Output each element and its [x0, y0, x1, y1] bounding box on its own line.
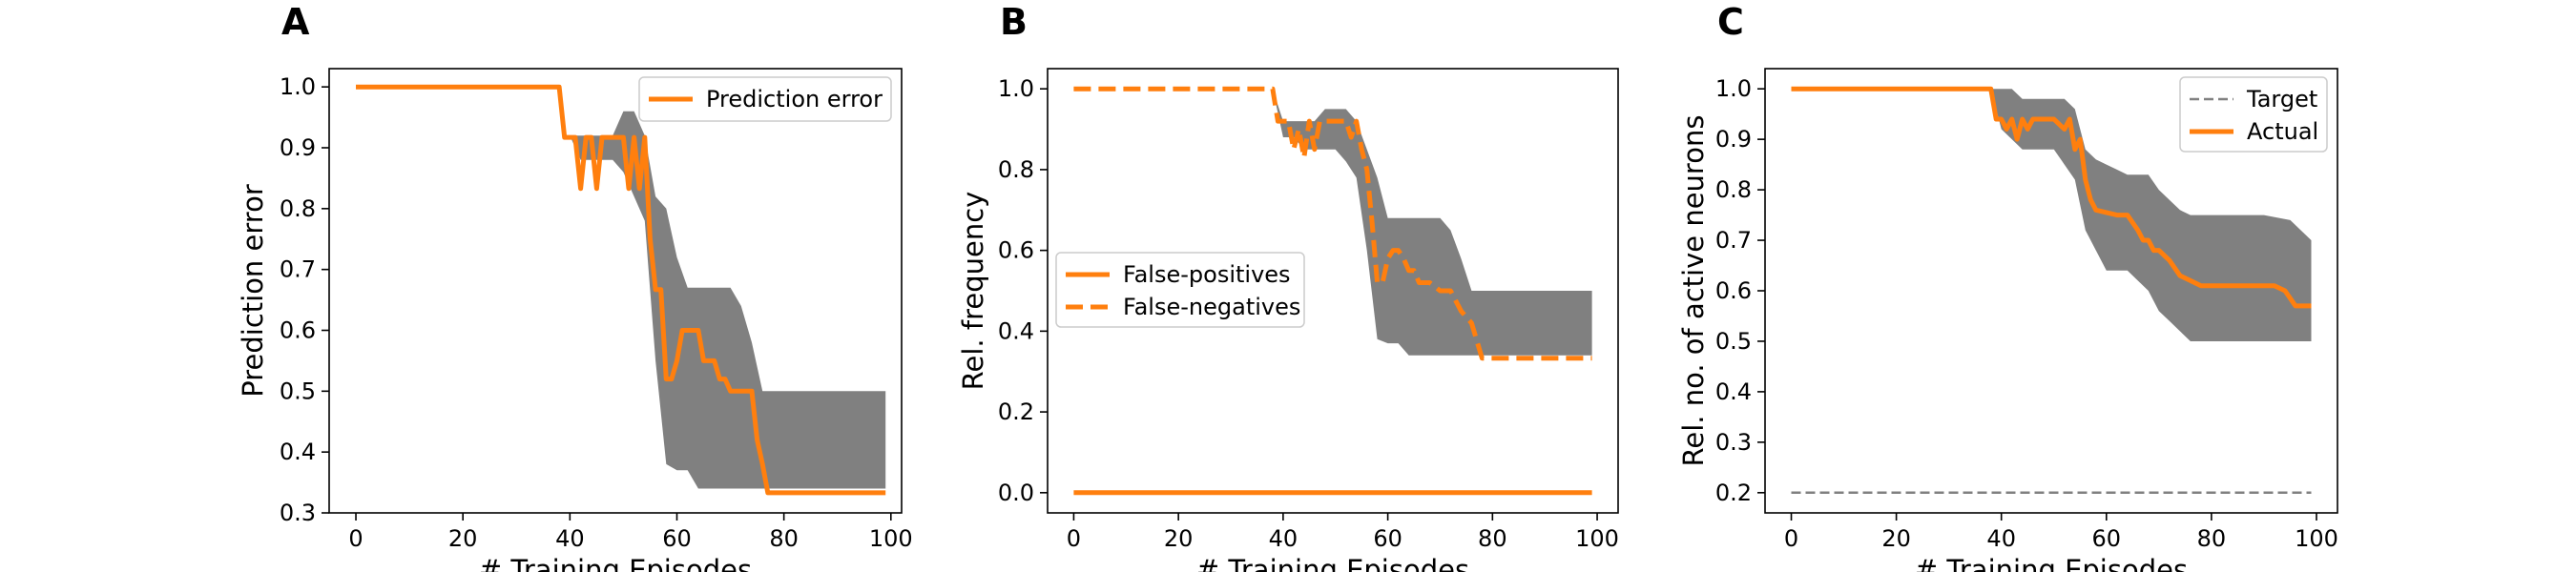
chart-2-xlabel: # Training Episodes: [1915, 554, 2188, 572]
chart-1-band: [1073, 89, 1592, 356]
chart-1-xtick-label-3: 60: [1373, 525, 1402, 552]
chart-1-ylabel: Rel. frequency: [957, 192, 989, 391]
chart-2-xtick-label-5: 100: [2295, 525, 2338, 552]
chart-0-ytick-label-2: 0.5: [280, 378, 316, 404]
panel-b-rel-frequency: 0 20 40 60 80 100 0.0 0.2 0.4 0.6 0.8 1.0 # Training…: [957, 68, 1619, 572]
chart-1-legend-label-0: False-positives: [1123, 261, 1291, 288]
chart-2-xtick-label-3: 60: [2092, 525, 2122, 552]
chart-0-xtick-label-2: 40: [555, 525, 585, 552]
panel-a-prediction-error: 0 20 40 60 80 100 0.3 0.4 0.5 0.6 0.7 0.8 0.9 1.0 # Tr…: [237, 68, 913, 572]
chart-1-ytick-label-1: 0.2: [998, 398, 1034, 425]
chart-1-ytick-label-3: 0.6: [998, 237, 1034, 264]
chart-0-xtick-label-3: 60: [662, 525, 692, 552]
chart-1-xlabel: # Training Episodes: [1196, 554, 1469, 572]
chart-0-ytick-label-1: 0.4: [280, 439, 316, 465]
chart-2-ytick-label-0: 0.2: [1715, 480, 1752, 506]
chart-2-xtick-label-0: 0: [1784, 525, 1798, 552]
panel-letter-b: B: [1000, 1, 1028, 43]
chart-2-xtick-label-2: 40: [1986, 525, 2016, 552]
chart-1-xtick-label-0: 0: [1067, 525, 1081, 552]
chart-2-ytick-label-3: 0.5: [1715, 328, 1752, 355]
chart-2-ytick-label-2: 0.4: [1715, 378, 1752, 405]
chart-0-xtick-label-5: 100: [869, 525, 913, 552]
chart-0-ytick-label-6: 0.9: [280, 134, 316, 161]
chart-1-ytick-label-0: 0.0: [998, 480, 1034, 506]
chart-1-axes-frame: [1047, 68, 1619, 514]
chart-1-xtick-label-2: 40: [1269, 525, 1298, 552]
chart-0-ytick-label-7: 1.0: [280, 73, 316, 100]
chart-2-ytick-label-6: 0.8: [1715, 176, 1752, 203]
chart-2-legend-label-1: Actual: [2247, 118, 2318, 145]
chart-0-series-0-line: [356, 84, 886, 496]
chart-0-axes-frame: [328, 68, 903, 514]
chart-0-ytick-label-0: 0.3: [280, 500, 316, 526]
chart-1-ytick-label-2: 0.4: [998, 317, 1034, 344]
chart-0-band: [356, 87, 886, 489]
chart-0-legend-box: [638, 76, 892, 122]
chart-0-ylabel: Prediction error: [237, 184, 269, 398]
chart-0-legend-label-0: Prediction error: [706, 86, 883, 112]
chart-2-legend-label-0: Target: [2246, 86, 2317, 112]
chart-2-xtick-label-4: 80: [2197, 525, 2227, 552]
chart-2-ytick-label-5: 0.7: [1715, 227, 1752, 254]
panel-c-active-neurons: 0 20 40 60 80 100 0.2 0.3 0.4 0.5 0.6 0.7 0.8 0.9 1.0 #…: [1677, 68, 2338, 572]
chart-0-ytick-label-5: 0.8: [280, 195, 316, 222]
panel-letter-a: A: [281, 1, 310, 43]
chart-0-ytick-label-4: 0.7: [280, 256, 316, 283]
chart-2-series-1-line: [1791, 86, 2312, 309]
chart-1-ytick-label-5: 1.0: [998, 75, 1034, 102]
chart-0-xtick-label-0: 0: [348, 525, 363, 552]
chart-2-ylabel: Rel. no. of active neurons: [1677, 115, 1710, 467]
chart-2-ytick-label-1: 0.3: [1715, 429, 1752, 456]
chart-1-legend-box: [1055, 252, 1305, 328]
chart-0-ytick-label-3: 0.6: [280, 317, 316, 343]
chart-0-xlabel: # Training Episodes: [479, 554, 752, 572]
panel-letter-c: C: [1717, 1, 1744, 43]
chart-2-ytick-label-8: 1.0: [1715, 75, 1752, 102]
chart-1-legend-label-1: False-negatives: [1123, 294, 1300, 320]
chart-2-xtick-label-1: 20: [1881, 525, 1911, 552]
chart-0-xtick-label-4: 80: [769, 525, 799, 552]
chart-1-ytick-label-4: 0.8: [998, 156, 1034, 183]
chart-2-ytick-label-4: 0.6: [1715, 277, 1752, 304]
chart-1-series-1-line: [1073, 86, 1592, 361]
chart-1-xtick-label-4: 80: [1478, 525, 1507, 552]
chart-2-ytick-label-7: 0.9: [1715, 126, 1752, 153]
chart-0-xtick-label-1: 20: [448, 525, 478, 552]
chart-1-xtick-label-1: 20: [1164, 525, 1194, 552]
chart-1-xtick-label-5: 100: [1575, 525, 1619, 552]
